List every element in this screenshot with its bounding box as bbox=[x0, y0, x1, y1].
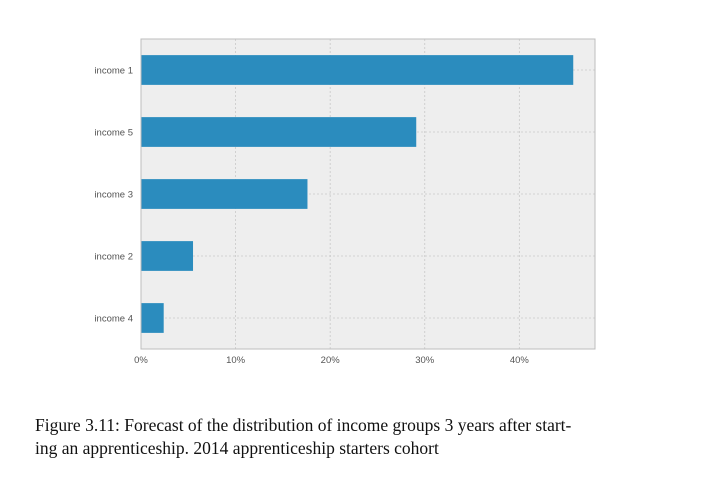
bar-income-5 bbox=[141, 117, 417, 147]
bar-income-3 bbox=[141, 179, 308, 209]
bar-income-2 bbox=[141, 241, 194, 271]
y-tick-labels: income 1 income 5 income 3 income 2 income 4 bbox=[94, 66, 133, 325]
caption-line-2: ing an apprenticeship. 2014 apprenticesh… bbox=[35, 438, 439, 458]
x-tick-label: 0% bbox=[134, 355, 148, 366]
bars bbox=[141, 55, 574, 333]
bar-income-4 bbox=[141, 303, 164, 333]
x-tick-label: 10% bbox=[226, 355, 246, 366]
bar-income-1 bbox=[141, 55, 574, 85]
caption-line-1: Figure 3.11: Forecast of the distributio… bbox=[35, 415, 572, 435]
x-tick-label: 20% bbox=[321, 355, 341, 366]
y-tick-label: income 3 bbox=[94, 190, 133, 201]
y-tick-label: income 1 bbox=[94, 66, 133, 77]
y-tick-label: income 4 bbox=[94, 314, 133, 325]
bar-chart: income 1 income 5 income 3 income 2 income 4… bbox=[94, 38, 596, 366]
plot-frame bbox=[140, 38, 596, 350]
y-tick-label: income 5 bbox=[94, 128, 133, 139]
x-tick-labels: 0% 10% 20% 30% 40% bbox=[134, 355, 529, 366]
x-tick-label: 30% bbox=[415, 355, 435, 366]
y-tick-label: income 2 bbox=[94, 252, 133, 263]
x-tick-label: 40% bbox=[510, 355, 530, 366]
figure-caption: Figure 3.11: Forecast of the distributio… bbox=[35, 414, 695, 460]
